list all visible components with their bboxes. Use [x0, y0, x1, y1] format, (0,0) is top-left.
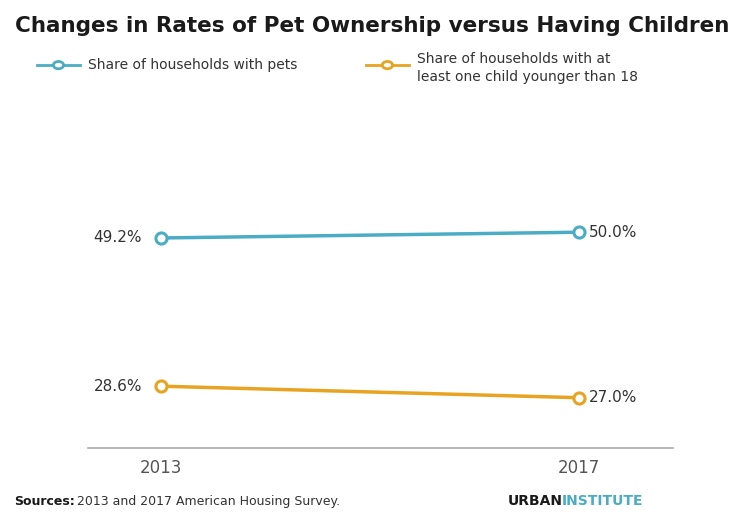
Text: Share of households with at: Share of households with at [417, 52, 610, 66]
Text: URBAN: URBAN [508, 494, 563, 508]
Text: INSTITUTE: INSTITUTE [562, 494, 643, 508]
Text: 49.2%: 49.2% [94, 230, 142, 245]
Text: 2013 and 2017 American Housing Survey.: 2013 and 2017 American Housing Survey. [77, 495, 340, 508]
Text: least one child younger than 18: least one child younger than 18 [417, 70, 637, 83]
Text: Sources:: Sources: [15, 495, 75, 508]
Text: 28.6%: 28.6% [94, 379, 142, 394]
Text: 50.0%: 50.0% [589, 225, 637, 240]
Text: Share of households with pets: Share of households with pets [88, 58, 297, 72]
Text: Changes in Rates of Pet Ownership versus Having Children: Changes in Rates of Pet Ownership versus… [15, 16, 729, 35]
Text: 27.0%: 27.0% [589, 390, 637, 405]
